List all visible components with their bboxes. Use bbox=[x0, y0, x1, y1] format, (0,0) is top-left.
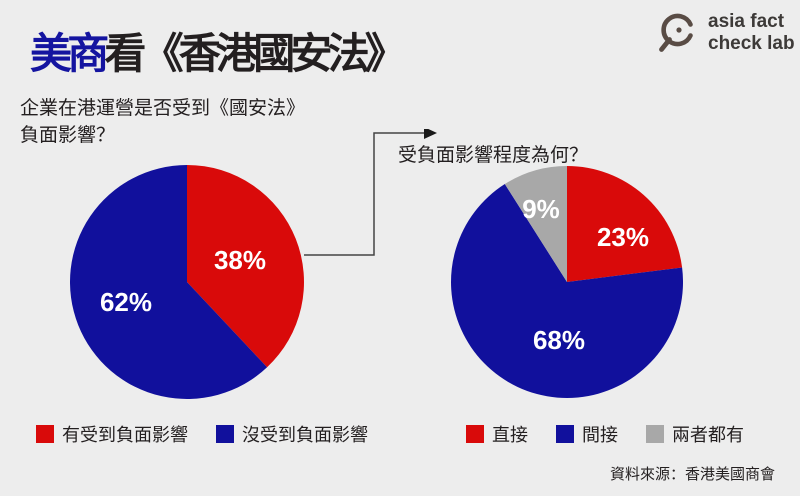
svg-text:62%: 62% bbox=[100, 287, 152, 317]
svg-text:38%: 38% bbox=[214, 245, 266, 275]
svg-text:23%: 23% bbox=[597, 222, 649, 252]
svg-text:68%: 68% bbox=[533, 325, 585, 355]
svg-text:9%: 9% bbox=[522, 194, 560, 224]
